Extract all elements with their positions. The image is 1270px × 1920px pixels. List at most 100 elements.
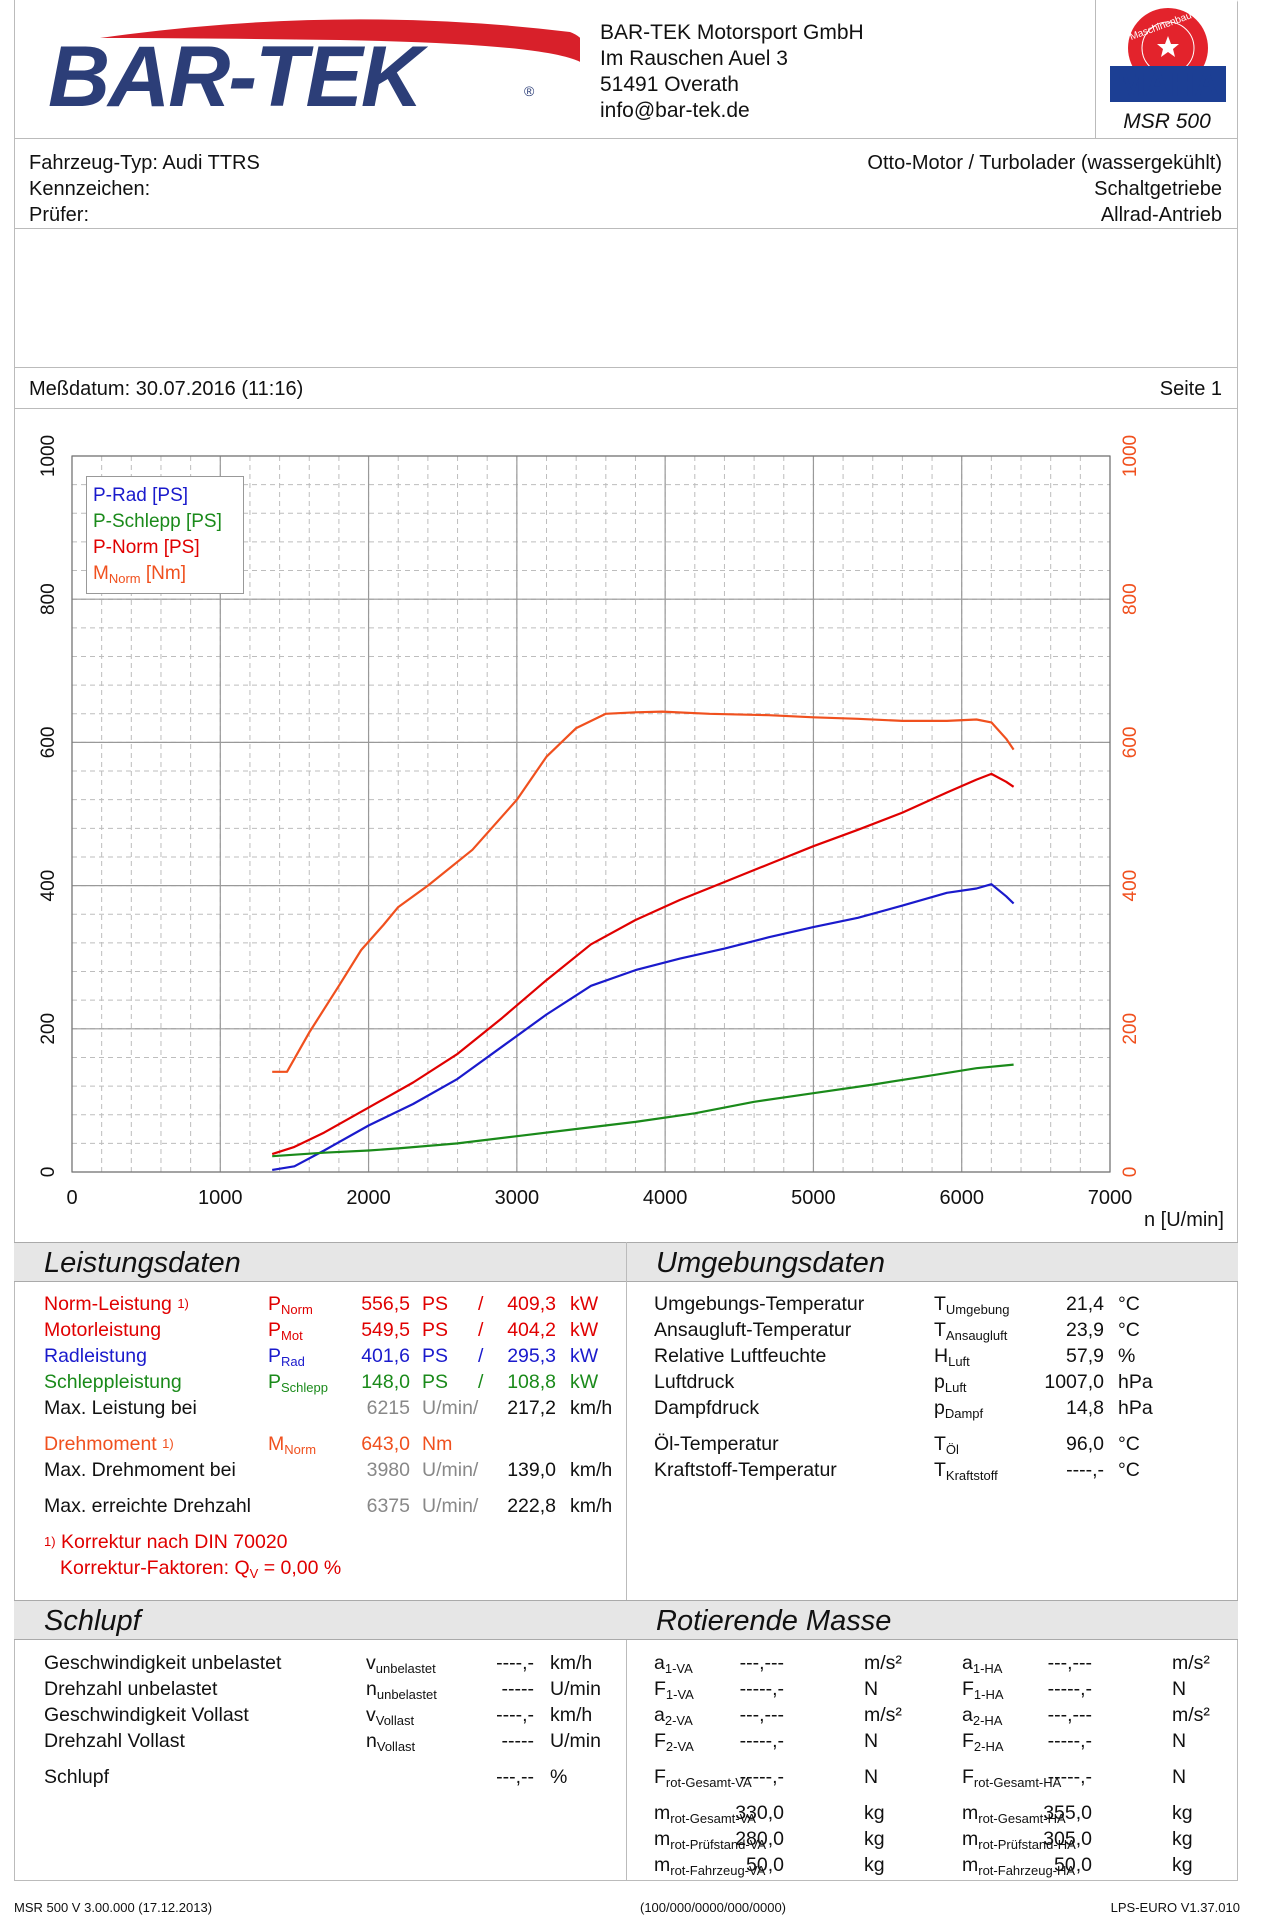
masse-symbol: a2-HA xyxy=(962,1704,1003,1728)
y-tick-label-left: 600 xyxy=(38,727,59,759)
y-tick-label-left: 400 xyxy=(38,870,59,902)
x-tick-label: 1000 xyxy=(198,1187,243,1209)
masse-symbol: Frot-Gesamt-HA xyxy=(962,1766,1062,1790)
inspector: Prüfer: xyxy=(29,204,90,226)
schleppleistung-kw: 108,8 xyxy=(507,1371,556,1393)
masse-symbol: F2-VA xyxy=(654,1730,694,1754)
schlupf-symbol: vVollast xyxy=(366,1704,415,1728)
address-line: 51491 Overath xyxy=(600,73,739,96)
masse-symbol: mrot-Fahrzeug-HA xyxy=(962,1854,1076,1878)
drehmoment-symbol: MNorm xyxy=(268,1433,317,1457)
masse-value: -----,- xyxy=(1047,1730,1092,1752)
y-tick-label-right: 200 xyxy=(1120,1013,1141,1045)
masse-value: 355,0 xyxy=(1043,1802,1092,1824)
address-email: info@bar-tek.de xyxy=(600,99,750,122)
masse-value: 305,0 xyxy=(1043,1828,1092,1850)
y-tick-label-left: 1000 xyxy=(38,435,59,477)
address-line: Im Rauschen Auel 3 xyxy=(600,47,788,70)
plot-border xyxy=(71,455,1111,1173)
norm-leistung-label: Norm-Leistung 1) xyxy=(44,1293,189,1315)
dyno-model: MSR 500 xyxy=(1123,110,1211,133)
divider xyxy=(14,228,1238,229)
umgebung-unit: hPa xyxy=(1118,1371,1153,1393)
legend-item-m-norm: MNorm [Nm] xyxy=(93,563,186,586)
korrektur-faktoren: Korrektur-Faktoren: QV = 0,00 % xyxy=(60,1557,342,1581)
schlupf-symbol: nunbelastet xyxy=(366,1678,437,1702)
umgebung-unit: °C xyxy=(1118,1459,1140,1481)
series-line-m-norm xyxy=(272,710,1015,1073)
unit-rpm: U/min/ xyxy=(422,1459,479,1481)
max-leistung-label: Max. Leistung bei xyxy=(44,1397,197,1419)
max-drehmoment-rpm: 3980 xyxy=(366,1459,410,1481)
masse-symbol: a2-VA xyxy=(654,1704,693,1728)
masse-value: ---,--- xyxy=(1047,1652,1092,1674)
motorleistung-symbol: PMot xyxy=(268,1319,303,1343)
license-plate: Kennzeichen: xyxy=(29,178,151,200)
umgebung-unit: hPa xyxy=(1118,1397,1153,1419)
schlupf-label: Drehzahl Vollast xyxy=(44,1730,185,1752)
umgebung-label: Ansaugluft-Temperatur xyxy=(654,1319,852,1341)
svg-text:MAHA: MAHA xyxy=(1117,66,1219,104)
x-tick-label: 2000 xyxy=(346,1187,391,1209)
umgebung-unit: °C xyxy=(1118,1319,1140,1341)
masse-symbol: a1-HA xyxy=(962,1652,1003,1676)
unit-kmh: km/h xyxy=(570,1459,613,1481)
schlupf-label: Schlupf xyxy=(44,1766,110,1788)
masse-value: 50,0 xyxy=(1054,1854,1092,1876)
schlupf-symbol: nVollast xyxy=(366,1730,416,1754)
x-tick-label: 7000 xyxy=(1088,1187,1133,1209)
masse-symbol: mrot-Fahrzeug-VA xyxy=(654,1854,766,1878)
series-line-p-schlepp xyxy=(272,1063,1014,1158)
masse-unit: N xyxy=(864,1766,879,1788)
logo-text: BAR-TEK xyxy=(48,29,429,125)
masse-unit: kg xyxy=(1172,1828,1193,1850)
umgebung-symbol: TKraftstoff xyxy=(934,1459,998,1483)
masse-symbol: F1-VA xyxy=(654,1678,694,1702)
masse-value: -----,- xyxy=(739,1730,784,1752)
svg-text:®: ® xyxy=(524,83,535,99)
radleistung-kw: 295,3 xyxy=(507,1345,556,1367)
y-tick-label-left: 0 xyxy=(38,1167,59,1178)
unit-nm: Nm xyxy=(422,1433,453,1455)
unit-ps: PS xyxy=(422,1319,449,1341)
company-address: BAR-TEK Motorsport GmbH Im Rauschen Auel… xyxy=(600,20,864,124)
transmission: Schaltgetriebe xyxy=(1094,178,1222,200)
maha-logo: Maschinenbau Haldenwang MAHA xyxy=(1110,0,1248,104)
umgebung-symbol: HLuft xyxy=(934,1345,970,1369)
korrektur-din: 1) Korrektur nach DIN 70020 xyxy=(44,1531,288,1553)
masse-unit: N xyxy=(1172,1730,1187,1752)
umgebung-unit: % xyxy=(1118,1345,1136,1367)
masse-symbol: mrot-Gesamt-HA xyxy=(962,1802,1066,1826)
masse-value: ---,--- xyxy=(739,1652,784,1674)
masse-value: ---,--- xyxy=(739,1704,784,1726)
radleistung-ps: 401,6 xyxy=(361,1345,410,1367)
radleistung-symbol: PRad xyxy=(268,1345,305,1369)
slash: / xyxy=(478,1371,484,1393)
x-tick-label: 6000 xyxy=(939,1187,984,1209)
drive-type: Allrad-Antrieb xyxy=(1100,204,1222,226)
umgebung-unit: °C xyxy=(1118,1293,1140,1315)
schlupf-unit: km/h xyxy=(550,1652,593,1674)
unit-kw: kW xyxy=(570,1293,599,1315)
umgebung-symbol: pLuft xyxy=(934,1371,967,1395)
schlupf-value: ---,-- xyxy=(496,1766,534,1788)
masse-unit: kg xyxy=(864,1802,885,1824)
masse-value: 330,0 xyxy=(735,1802,784,1824)
y-tick-label-right: 0 xyxy=(1120,1167,1141,1178)
unit-rpm: U/min/ xyxy=(422,1397,479,1419)
umgebung-label: Relative Luftfeuchte xyxy=(654,1345,827,1367)
dyno-chart: 0 1000 2000 3000 4000 5000 6000 700002004006008… xyxy=(38,435,1224,1231)
schlupf-value: ----- xyxy=(501,1678,534,1700)
y-tick-label-right: 800 xyxy=(1120,583,1141,615)
max-leistung-speed: 217,2 xyxy=(507,1397,556,1419)
maha-box: Maschinenbau Haldenwang MAHA MSR 500 xyxy=(1095,0,1248,138)
masse-unit: N xyxy=(864,1678,879,1700)
masse-unit: m/s² xyxy=(864,1704,902,1726)
schlupf-unit: U/min xyxy=(550,1730,601,1752)
y-tick-label-left: 800 xyxy=(38,583,59,615)
schlupf-value: ----,- xyxy=(496,1652,534,1674)
norm-leistung-kw: 409,3 xyxy=(507,1293,556,1315)
slash: / xyxy=(478,1319,484,1341)
umgebung-value: 96,0 xyxy=(1066,1433,1104,1455)
footer-code: (100/000/0000/000/0000) xyxy=(640,1900,787,1915)
